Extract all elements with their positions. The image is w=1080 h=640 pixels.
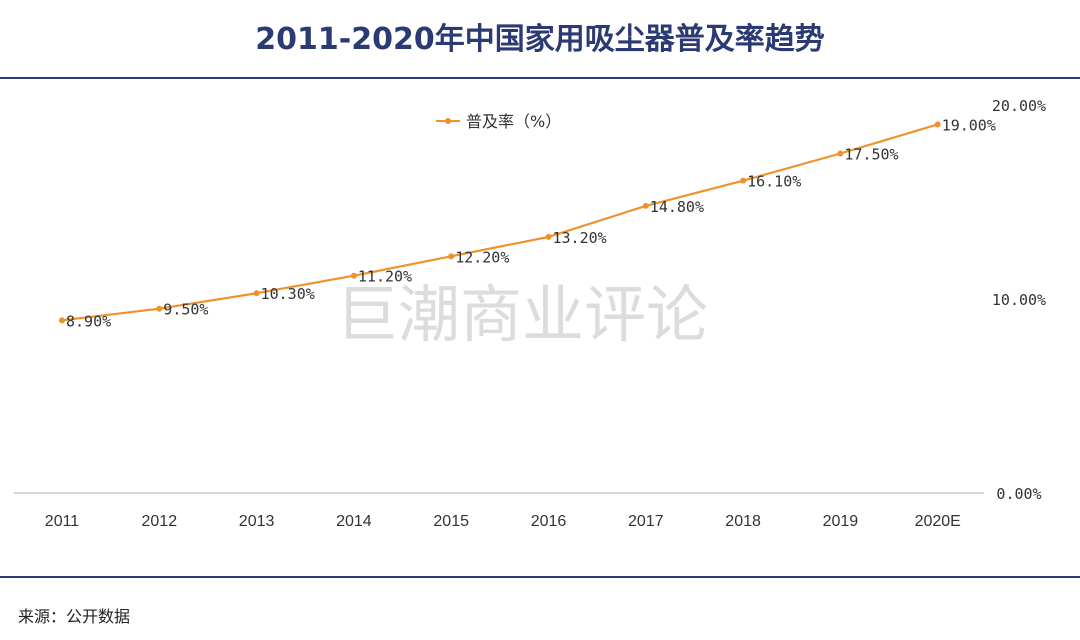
x-tick-label: 2014 xyxy=(336,513,372,530)
data-label: 13.20% xyxy=(553,229,607,247)
watermark-text: 巨潮商业评论 xyxy=(336,278,708,351)
legend: 普及率（%） xyxy=(436,112,561,131)
data-label: 11.20% xyxy=(358,268,412,286)
y-axis-ticks: 0.00% 10.00% 20.00% xyxy=(992,97,1046,503)
x-tick-label: 2017 xyxy=(628,513,664,530)
data-label: 16.10% xyxy=(747,173,801,191)
data-labels: 8.90% 9.50% 10.30% 11.20% 12.20% 13.20% 14.80%… xyxy=(66,116,996,330)
x-axis-ticks: 2011 2012 2013 2014 2015 2016 2017 2018 2019 2020… xyxy=(45,513,961,530)
series-points xyxy=(59,121,941,324)
x-tick-label: 2019 xyxy=(823,513,859,530)
data-label: 8.90% xyxy=(66,312,111,330)
data-label: 12.20% xyxy=(455,248,509,266)
data-point xyxy=(253,290,260,297)
data-label: 19.00% xyxy=(942,116,996,134)
y-tick-label: 0.00% xyxy=(996,485,1041,503)
source-note: 来源：公开数据 xyxy=(18,607,131,626)
x-tick-label: 2013 xyxy=(239,513,275,530)
legend-label: 普及率（%） xyxy=(466,112,561,131)
data-label: 10.30% xyxy=(261,285,315,303)
x-tick-label: 2015 xyxy=(433,513,469,530)
data-point xyxy=(350,272,357,279)
data-label: 17.50% xyxy=(844,146,898,164)
chart-title: 2011-2020年中国家用吸尘器普及率趋势 xyxy=(255,22,825,57)
data-point xyxy=(156,305,163,312)
data-label: 9.50% xyxy=(163,301,208,319)
data-label: 14.80% xyxy=(650,198,704,216)
x-tick-label: 2020E xyxy=(915,513,961,530)
data-point xyxy=(545,233,552,240)
legend-marker xyxy=(445,118,451,124)
x-tick-label: 2018 xyxy=(725,513,761,530)
data-point xyxy=(740,177,747,184)
y-tick-label: 10.00% xyxy=(992,291,1046,309)
top-divider xyxy=(0,77,1080,79)
x-tick-label: 2012 xyxy=(142,513,178,530)
data-point xyxy=(837,150,844,157)
bottom-divider xyxy=(0,576,1080,578)
x-tick-label: 2016 xyxy=(531,513,567,530)
x-tick-label: 2011 xyxy=(45,513,80,530)
data-point xyxy=(59,317,65,324)
data-point xyxy=(934,121,941,128)
data-point xyxy=(642,202,649,209)
y-tick-label: 20.00% xyxy=(992,97,1046,115)
data-point xyxy=(448,253,455,260)
series-line xyxy=(61,123,939,322)
